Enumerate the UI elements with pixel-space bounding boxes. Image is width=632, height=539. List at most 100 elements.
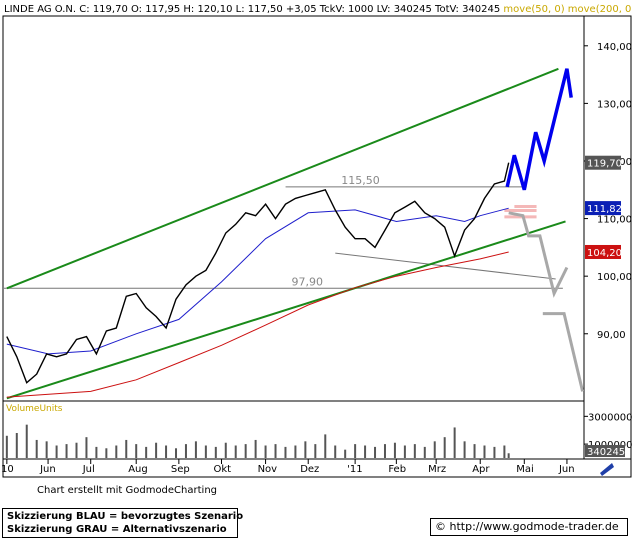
volume-bar bbox=[403, 445, 406, 458]
x-tick-label: Jul bbox=[82, 464, 95, 475]
volume-bar bbox=[95, 446, 98, 458]
cursor-icon[interactable] bbox=[600, 463, 614, 476]
volume-bar bbox=[175, 448, 178, 458]
x-tick-label: 10 bbox=[1, 464, 14, 475]
volume-bar bbox=[374, 446, 377, 458]
volume-bar bbox=[25, 424, 28, 458]
ma200-line bbox=[6, 251, 509, 398]
y-tick-label: 100,00 bbox=[597, 272, 632, 283]
ma-legend: move(50, 0) move(200, 0) bbox=[500, 4, 632, 15]
x-tick-label: Nov bbox=[258, 464, 278, 475]
volume-bar bbox=[105, 448, 108, 458]
volume-tick-label: 3000000 bbox=[588, 412, 632, 423]
ma200-tag-bg bbox=[585, 244, 621, 259]
y-tick-label: 110,00 bbox=[597, 215, 632, 226]
volume-panel bbox=[2, 400, 585, 460]
support-label: 97,90 bbox=[291, 275, 323, 288]
volume-bar bbox=[274, 444, 277, 458]
volume-bar bbox=[473, 444, 476, 458]
volume-label: VolumeUnits bbox=[6, 404, 63, 414]
legend-blue: Skizzierung BLAU = bevorzugtes Szenario bbox=[7, 511, 244, 522]
volume-bar bbox=[493, 446, 496, 458]
volume-bar bbox=[304, 441, 307, 458]
last-price-tag: 119,70 bbox=[587, 159, 622, 170]
volume-bar bbox=[383, 444, 386, 458]
y-tick-label: 140,00 bbox=[597, 42, 632, 53]
volume-bar bbox=[214, 446, 217, 458]
volume-bar bbox=[393, 442, 396, 458]
x-tick-label: Mrz bbox=[428, 464, 446, 475]
volume-bar bbox=[433, 441, 436, 458]
volume-bar bbox=[294, 445, 297, 458]
volume-bars: 30000001000000340245 bbox=[5, 412, 632, 458]
volume-bar bbox=[45, 441, 48, 458]
volume-bar bbox=[145, 446, 148, 458]
legend-grey: Skizzierung GRAU = Alternativszenario bbox=[7, 524, 227, 535]
volume-last-label: 340245 bbox=[587, 447, 625, 458]
grey-scenario-path bbox=[508, 211, 569, 298]
volume-bar bbox=[423, 446, 426, 458]
x-tick-label: Okt bbox=[214, 464, 232, 475]
volume-bar bbox=[503, 445, 506, 458]
lower-channel-line bbox=[6, 220, 566, 400]
volume-bar bbox=[264, 445, 267, 458]
annotations: 115,50 97,90 bbox=[4, 67, 566, 400]
volume-bar bbox=[354, 444, 357, 458]
blue-scenario-path bbox=[505, 68, 573, 191]
ma50-tag: 111,82 bbox=[587, 204, 622, 215]
x-tick-label: Apr bbox=[472, 464, 490, 475]
volume-bar bbox=[453, 427, 456, 458]
volume-bar bbox=[244, 444, 247, 458]
volume-bar bbox=[234, 445, 237, 458]
website-link[interactable]: © http://www.godmode-trader.de bbox=[430, 518, 628, 536]
credit-text: Chart erstellt mit GodmodeCharting bbox=[37, 485, 217, 496]
volume-bar bbox=[165, 445, 168, 458]
x-tick-label: Aug bbox=[128, 464, 148, 475]
volume-bar bbox=[155, 442, 158, 458]
y-tick-label: 90,00 bbox=[597, 330, 626, 341]
volume-bar bbox=[334, 445, 337, 458]
volume-bar bbox=[254, 439, 257, 458]
scenario-legend: Skizzierung BLAU = bevorzugtes Szenario … bbox=[2, 508, 244, 538]
volume-bar bbox=[344, 449, 347, 458]
volume-last-bg bbox=[585, 445, 625, 457]
ma50-tag-bg bbox=[585, 201, 621, 216]
date-axis bbox=[2, 458, 632, 478]
grey-scenario-path-2 bbox=[542, 312, 585, 392]
axis-strip bbox=[583, 15, 632, 460]
price-series bbox=[6, 162, 510, 398]
y-tick-label: 130,00 bbox=[597, 99, 632, 110]
price-line bbox=[6, 162, 510, 384]
volume-bar bbox=[463, 441, 466, 458]
x-tick-label: Sep bbox=[171, 464, 190, 475]
x-tick-label: Mai bbox=[516, 464, 534, 475]
volume-bar bbox=[483, 445, 486, 458]
x-tick-label: Dez bbox=[300, 464, 319, 475]
ma200-tag: 104,20 bbox=[587, 248, 622, 259]
volume-bar bbox=[194, 441, 197, 458]
volume-bar bbox=[204, 445, 207, 458]
volume-bar bbox=[507, 453, 510, 458]
volume-bar bbox=[55, 445, 58, 458]
x-tick-label: Jun bbox=[558, 464, 575, 475]
volume-bar bbox=[35, 439, 38, 458]
volume-bar bbox=[115, 445, 118, 458]
x-tick-label: Feb bbox=[388, 464, 406, 475]
x-tick-label: '11 bbox=[347, 464, 362, 475]
volume-bar bbox=[75, 442, 78, 458]
resistance-label: 115,50 bbox=[341, 174, 380, 187]
volume-bar bbox=[125, 439, 128, 458]
upper-channel-line bbox=[6, 67, 559, 290]
volume-bar bbox=[324, 434, 327, 458]
volume-bar bbox=[284, 446, 287, 458]
scenarios bbox=[505, 68, 585, 392]
chart-title: LINDE AG O.N. C: 119,70 O: 117,95 H: 120… bbox=[4, 4, 632, 15]
volume-bar bbox=[224, 442, 227, 458]
volume-bar bbox=[5, 435, 8, 458]
last-price-tag-bg bbox=[585, 155, 621, 170]
x-tick-label: Jun bbox=[39, 464, 56, 475]
volume-bar bbox=[364, 445, 367, 458]
volume-bar bbox=[135, 444, 138, 458]
axes: 140,00130,00120,00110,00100,0090,0010Jun… bbox=[1, 42, 632, 475]
